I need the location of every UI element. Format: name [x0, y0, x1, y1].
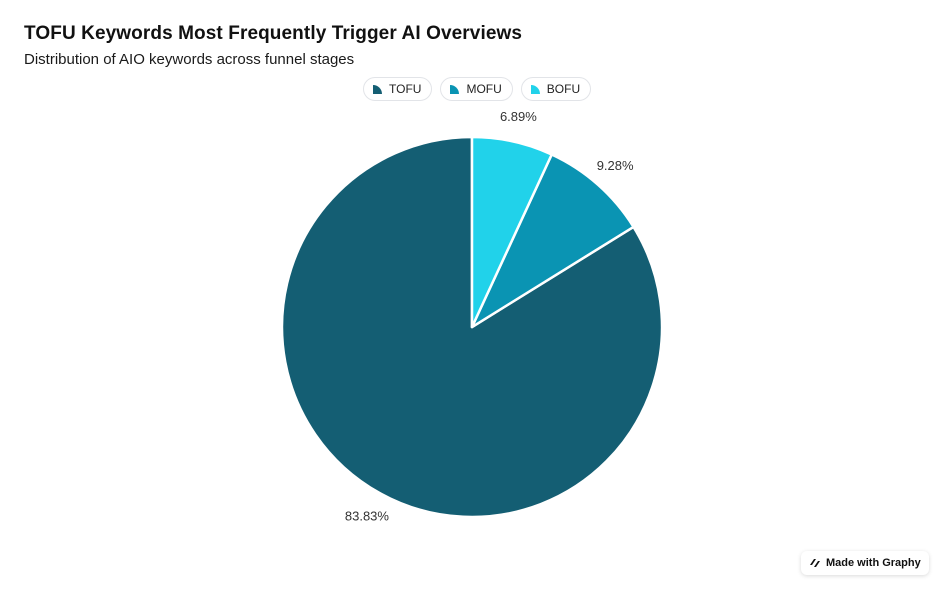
made-with-graphy-badge[interactable]: Made with Graphy: [801, 551, 929, 575]
legend-item-bofu[interactable]: BOFU: [520, 77, 592, 101]
pie-slice-mofu[interactable]: [470, 153, 635, 329]
chart-title: TOFU Keywords Most Frequently Trigger AI…: [24, 23, 523, 44]
legend-swatch-bofu: [530, 84, 540, 94]
legend: TOFU MOFU BOFU: [363, 77, 592, 101]
chart-subtitle: Distribution of AIO keywords across funn…: [24, 51, 355, 68]
slice-label-mofu: 9.28%: [597, 158, 634, 173]
graphy-logo-icon: [810, 559, 820, 567]
legend-item-tofu[interactable]: TOFU: [363, 77, 433, 101]
pie-slice-bofu[interactable]: [470, 135, 553, 329]
legend-label-mofu: MOFU: [466, 82, 502, 96]
legend-swatch-mofu: [450, 84, 460, 94]
badge-label: Made with Graphy: [826, 557, 921, 569]
legend-swatch-tofu: [373, 84, 382, 94]
slice-label-bofu: 6.89%: [500, 109, 537, 124]
slice-label-tofu: 83.83%: [345, 509, 390, 524]
legend-item-mofu[interactable]: MOFU: [440, 77, 513, 101]
legend-label-bofu: BOFU: [546, 82, 581, 96]
legend-label-tofu: TOFU: [389, 82, 422, 96]
